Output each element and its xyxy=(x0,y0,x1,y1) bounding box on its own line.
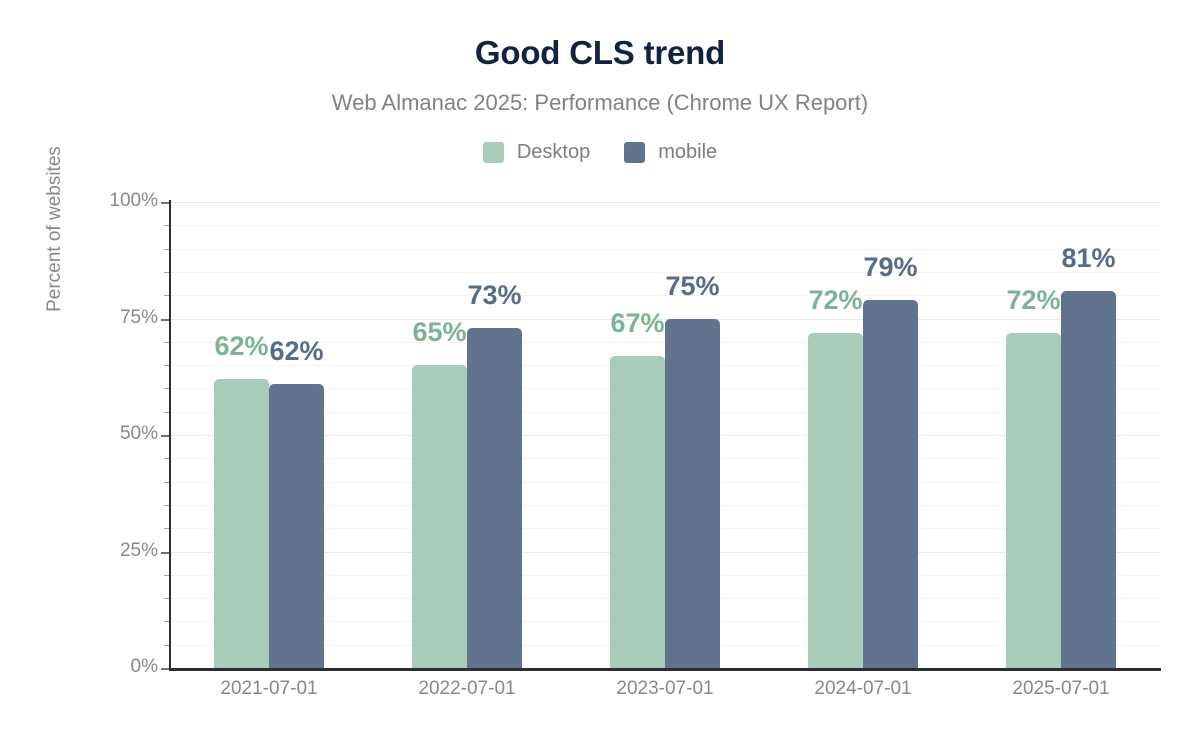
y-tick-label: 25% xyxy=(119,539,158,561)
bar-value-label: 65% xyxy=(412,317,467,348)
y-tick-mark xyxy=(164,295,169,297)
legend-swatch-desktop xyxy=(482,142,504,163)
bar-value-label: 75% xyxy=(665,270,720,301)
chart-title: Good CLS trend xyxy=(474,34,726,71)
x-tick-label: 2022-07-01 xyxy=(418,678,516,699)
y-tick-mark xyxy=(164,528,169,530)
y-tick-mark xyxy=(164,248,169,250)
x-tick-label: 2021-07-01 xyxy=(220,678,318,699)
legend-item-mobile[interactable]: mobile xyxy=(624,141,717,164)
y-tick-mark xyxy=(164,225,169,227)
y-tick-mark xyxy=(164,598,169,600)
bar-value-label: 72% xyxy=(808,284,863,315)
y-tick-mark xyxy=(164,458,169,460)
y-tick-mark xyxy=(161,318,169,321)
bar[interactable] xyxy=(269,383,324,668)
x-tick-label: 2025-07-01 xyxy=(1012,678,1110,699)
y-tick-label: 75% xyxy=(119,306,158,328)
bar[interactable] xyxy=(1061,290,1116,668)
bar[interactable] xyxy=(808,332,863,668)
bar[interactable] xyxy=(1006,332,1061,668)
legend-label-desktop: Desktop xyxy=(516,141,591,163)
y-tick-mark xyxy=(164,644,169,646)
bar-value-label: 72% xyxy=(1006,284,1061,315)
chart-legend: Desktop mobile xyxy=(0,141,1200,164)
y-tick-label: 0% xyxy=(130,656,158,677)
chart-subtitle: Web Almanac 2025: Performance (Chrome UX… xyxy=(331,90,869,115)
y-tick-mark xyxy=(164,411,169,413)
y-tick-mark xyxy=(164,341,169,343)
plot-area: 62% 62% 65% 73% 67% 75% 72% 79% 72% 81% xyxy=(170,202,1160,669)
bar-value-label: 62% xyxy=(269,335,324,366)
gridline xyxy=(170,202,1160,203)
gridline xyxy=(170,295,1160,297)
gridline xyxy=(170,225,1160,227)
gridline xyxy=(170,318,1160,320)
bar-value-label: 73% xyxy=(467,279,522,310)
bar[interactable] xyxy=(665,318,720,668)
y-tick-mark xyxy=(161,551,169,554)
y-tick-mark xyxy=(164,271,169,273)
legend-item-desktop[interactable]: Desktop xyxy=(482,141,591,164)
legend-swatch-mobile xyxy=(624,142,646,163)
bar[interactable] xyxy=(214,379,269,668)
bar[interactable] xyxy=(610,355,665,668)
bar-value-label: 67% xyxy=(610,307,665,338)
y-tick-mark xyxy=(164,365,169,367)
y-tick-label: 50% xyxy=(119,423,158,444)
y-tick-mark xyxy=(164,574,169,576)
y-tick-mark xyxy=(164,621,169,623)
y-tick-mark xyxy=(161,202,169,204)
y-tick-mark xyxy=(161,435,169,437)
bar[interactable] xyxy=(412,365,467,668)
y-tick-mark xyxy=(161,668,169,670)
bar[interactable] xyxy=(863,299,918,668)
y-tick-label: 100% xyxy=(109,190,158,211)
y-tick-mark xyxy=(164,481,169,483)
x-tick-label: 2023-07-01 xyxy=(616,678,714,699)
x-tick-label: 2024-07-01 xyxy=(814,678,912,699)
bar[interactable] xyxy=(467,327,522,668)
gridline xyxy=(170,248,1160,250)
gridline xyxy=(170,271,1160,273)
x-axis-line xyxy=(169,668,1161,671)
bar-value-label: 81% xyxy=(1061,242,1116,273)
bar-value-label: 62% xyxy=(214,331,269,362)
bar-value-label: 79% xyxy=(863,251,918,282)
y-tick-mark xyxy=(164,388,169,390)
y-axis-line xyxy=(169,200,171,670)
y-tick-mark xyxy=(164,504,169,506)
legend-label-mobile: mobile xyxy=(658,141,718,163)
